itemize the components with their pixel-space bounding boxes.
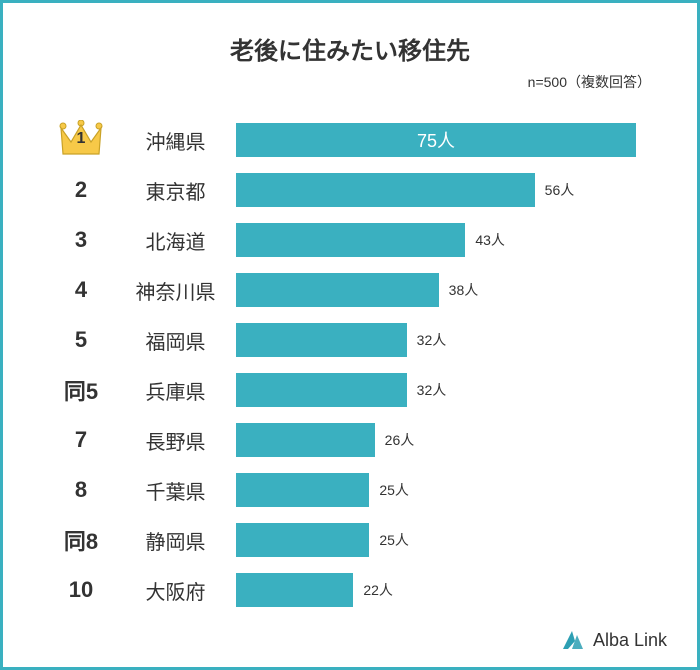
bar: 75人 [236, 123, 636, 157]
rank-number: 同8 [64, 524, 98, 556]
logo-text: Alba Link [593, 630, 667, 651]
rank-cell: 4 [41, 277, 121, 303]
chart-row: 10 大阪府 22人 [41, 572, 659, 608]
prefecture-label: 長野県 [121, 426, 236, 455]
bar-cell: 32人 [236, 323, 659, 357]
bar-value-label: 38人 [449, 280, 479, 300]
bar [236, 173, 535, 207]
bar [236, 273, 439, 307]
bar-value-label: 22人 [363, 580, 393, 600]
rank-cell: 7 [41, 427, 121, 453]
prefecture-label: 北海道 [121, 226, 236, 255]
chart-row: 8 千葉県 25人 [41, 472, 659, 508]
bar-value-label: 75人 [417, 127, 455, 153]
bar-value-label: 25人 [379, 530, 409, 550]
bar [236, 473, 369, 507]
bar [236, 223, 465, 257]
chart-row: 2 東京都 56人 [41, 172, 659, 208]
chart-row: 7 長野県 26人 [41, 422, 659, 458]
bar-value-label: 26人 [385, 430, 415, 450]
logo: Alba Link [559, 627, 667, 653]
bar [236, 323, 407, 357]
rank-cell: 同5 [41, 374, 121, 406]
bar-cell: 56人 [236, 173, 659, 207]
chart-row: 同8 静岡県 25人 [41, 522, 659, 558]
rank-number: 7 [75, 427, 87, 453]
bar-value-label: 32人 [417, 380, 447, 400]
chart-title: 老後に住みたい移住先 [41, 31, 659, 66]
bar-value-label: 25人 [379, 480, 409, 500]
bar-cell: 43人 [236, 223, 659, 257]
rank-number: 4 [75, 277, 87, 303]
chart-subtitle: n=500（複数回答） [41, 72, 659, 92]
bar-value-label: 43人 [475, 230, 505, 250]
chart-row: 同5 兵庫県 32人 [41, 372, 659, 408]
rank-cell: 8 [41, 477, 121, 503]
bar-cell: 75人 [236, 123, 659, 157]
bar-value-label: 56人 [545, 180, 575, 200]
rank-number: 同5 [64, 374, 98, 406]
prefecture-label: 静岡県 [121, 526, 236, 555]
rank-number: 2 [75, 177, 87, 203]
rank-cell: 1 [41, 120, 121, 160]
bar [236, 523, 369, 557]
rank-number: 3 [75, 227, 87, 253]
bar-cell: 22人 [236, 573, 659, 607]
rank-number: 1 [77, 130, 86, 148]
prefecture-label: 沖縄県 [121, 126, 236, 155]
rank-number: 10 [69, 577, 93, 603]
bar [236, 373, 407, 407]
chart-row: 1 沖縄県 75人 [41, 122, 659, 158]
rank-number: 8 [75, 477, 87, 503]
chart-row: 4 神奈川県 38人 [41, 272, 659, 308]
bar-value-label: 32人 [417, 330, 447, 350]
prefecture-label: 福岡県 [121, 326, 236, 355]
bar-cell: 38人 [236, 273, 659, 307]
bar [236, 573, 353, 607]
chart-row: 5 福岡県 32人 [41, 322, 659, 358]
rank-cell: 5 [41, 327, 121, 353]
prefecture-label: 兵庫県 [121, 376, 236, 405]
chart-frame: 老後に住みたい移住先 n=500（複数回答） 1 沖縄県 75人 2 東京都 56人 3 北海… [0, 0, 700, 670]
rank-number: 5 [75, 327, 87, 353]
bar-cell: 25人 [236, 523, 659, 557]
prefecture-label: 東京都 [121, 176, 236, 205]
bar-cell: 26人 [236, 423, 659, 457]
logo-icon [559, 627, 585, 653]
rank-cell: 2 [41, 177, 121, 203]
prefecture-label: 千葉県 [121, 476, 236, 505]
prefecture-label: 神奈川県 [121, 276, 236, 305]
crown-icon: 1 [55, 120, 107, 160]
prefecture-label: 大阪府 [121, 576, 236, 605]
chart-rows: 1沖縄県75人2東京都56人3北海道43人4神奈川県38人5福岡県32人同5兵庫… [41, 122, 659, 608]
bar [236, 423, 375, 457]
rank-cell: 10 [41, 577, 121, 603]
bar-cell: 25人 [236, 473, 659, 507]
rank-cell: 3 [41, 227, 121, 253]
bar-cell: 32人 [236, 373, 659, 407]
rank-cell: 同8 [41, 524, 121, 556]
chart-row: 3 北海道 43人 [41, 222, 659, 258]
